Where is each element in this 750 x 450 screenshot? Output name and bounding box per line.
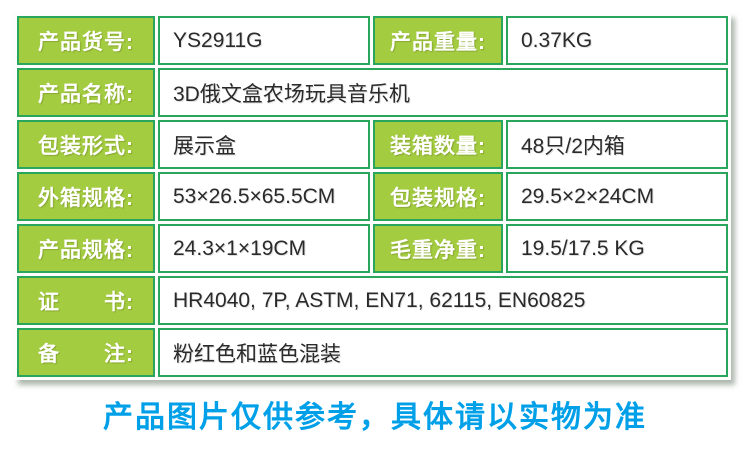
label-product-weight: 产品重量: — [373, 16, 503, 65]
table-row-product-size-weight: 产品规格: 24.3×1×19CM 毛重净重: 19.5/17.5 KG — [17, 224, 728, 273]
table-row-certificate: 证 书: HR4040, 7P, ASTM, EN71, 62115, EN60… — [17, 276, 728, 325]
value-product-code: YS2911G — [158, 16, 370, 65]
value-product-name: 3D俄文盒农场玩具音乐机 — [158, 68, 728, 117]
value-packing-type: 展示盒 — [158, 120, 370, 169]
value-outer-carton-size: 53×26.5×65.5CM — [158, 172, 370, 221]
label-gross-net-weight: 毛重净重: — [373, 224, 503, 273]
label-package-size: 包装规格: — [373, 172, 503, 221]
value-carton-quantity: 48只/2内箱 — [506, 120, 728, 169]
label-certificate: 证 书: — [17, 276, 155, 325]
value-package-size: 29.5×2×24CM — [506, 172, 728, 221]
table-row-packing-qty: 包装形式: 展示盒 装箱数量: 48只/2内箱 — [17, 120, 728, 169]
label-outer-carton-size: 外箱规格: — [17, 172, 155, 221]
table-row-product-code-weight: 产品货号: YS2911G 产品重量: 0.37KG — [17, 16, 728, 65]
label-remark: 备 注: — [17, 328, 155, 377]
table-row-remark: 备 注: 粉红色和蓝色混装 — [17, 328, 728, 377]
value-gross-net-weight: 19.5/17.5 KG — [506, 224, 728, 273]
label-packing-type: 包装形式: — [17, 120, 155, 169]
footer-notice: 产品图片仅供参考，具体请以实物为准 — [103, 401, 647, 434]
label-product-name: 产品名称: — [17, 68, 155, 117]
value-certificate: HR4040, 7P, ASTM, EN71, 62115, EN60825 — [158, 276, 728, 325]
table-row-product-name: 产品名称: 3D俄文盒农场玩具音乐机 — [17, 68, 728, 117]
value-product-weight: 0.37KG — [506, 16, 728, 65]
product-spec-table: 产品货号: YS2911G 产品重量: 0.37KG 产品名称: 3D俄文盒农场… — [14, 13, 731, 380]
value-remark: 粉红色和蓝色混装 — [158, 328, 728, 377]
value-product-size: 24.3×1×19CM — [158, 224, 370, 273]
label-product-size: 产品规格: — [17, 224, 155, 273]
label-carton-quantity: 装箱数量: — [373, 120, 503, 169]
table-row-carton-package-size: 外箱规格: 53×26.5×65.5CM 包装规格: 29.5×2×24CM — [17, 172, 728, 221]
label-product-code: 产品货号: — [17, 16, 155, 65]
